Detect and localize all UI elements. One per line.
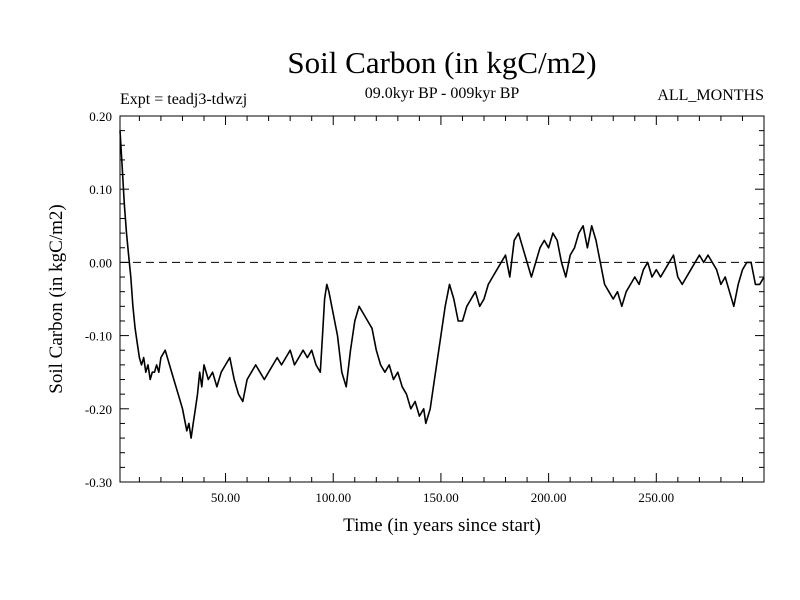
x-tick-label: 50.00 (211, 490, 240, 505)
experiment-label: Expt = teadj3-tdwzj (120, 91, 247, 108)
y-axis-label: Soil Carbon (in kgC/m2) (46, 204, 67, 393)
y-tick-labels: 0.20 0.10 0.00 -0.10 -0.20 -0.30 (85, 109, 112, 490)
y-tick-label: -0.20 (85, 402, 112, 417)
x-tick-label: 250.00 (638, 490, 674, 505)
x-tick-label: 150.00 (423, 490, 459, 505)
y-tick-label: -0.30 (85, 475, 112, 490)
x-tick-label: 100.00 (315, 490, 351, 505)
x-tick-label: 200.00 (531, 490, 567, 505)
x-tick-labels: 50.00 100.00 150.00 200.00 250.00 (211, 490, 674, 505)
months-label: ALL_MONTHS (657, 87, 764, 104)
x-axis-label: Time (in years since start) (343, 515, 541, 536)
axis-ticks (120, 115, 765, 483)
chart-title: Soil Carbon (in kgC/m2) (287, 45, 596, 80)
y-tick-label: -0.10 (85, 329, 112, 344)
plot-frame (119, 115, 765, 483)
y-tick-label: 0.00 (89, 255, 112, 270)
y-tick-label: 0.20 (89, 109, 112, 124)
soil-carbon-line (119, 130, 765, 439)
y-tick-label: 0.10 (89, 182, 112, 197)
period-label: 09.0kyr BP - 009kyr BP (365, 85, 520, 102)
